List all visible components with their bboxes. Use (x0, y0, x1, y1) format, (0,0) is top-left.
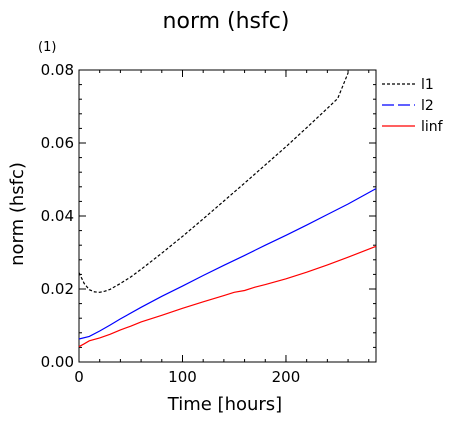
y-tick-label: 0.08 (41, 61, 74, 79)
chart-title: norm (hsfc) (163, 9, 290, 34)
legend: l1 l2 linf (382, 77, 444, 135)
plot-frame (78, 69, 377, 363)
x-tick-label: 100 (168, 368, 197, 386)
legend-label-linf: linf (421, 119, 444, 135)
y-axis-ticks: 0.00 0.02 0.04 0.06 0.08 (41, 61, 376, 371)
series-line-linf (78, 245, 377, 348)
y-tick-label: 0.02 (41, 280, 74, 298)
y-axis-label: norm (hsfc) (7, 162, 28, 266)
x-axis-label: Time [hours] (167, 394, 282, 415)
series-lines (78, 72, 377, 348)
x-tick-label: 200 (272, 368, 301, 386)
legend-label-l2: l2 (421, 98, 434, 114)
series-line-l1 (78, 72, 349, 293)
y-tick-label: 0.04 (41, 207, 74, 225)
series-line-l2 (78, 188, 377, 340)
x-tick-label: 0 (74, 368, 84, 386)
legend-label-l1: l1 (421, 77, 434, 93)
y-multiplier-label: (1) (38, 40, 56, 55)
y-tick-label: 0.00 (41, 353, 74, 371)
y-tick-label: 0.06 (41, 134, 74, 152)
x-axis-ticks: 0 100 200 (74, 70, 370, 386)
